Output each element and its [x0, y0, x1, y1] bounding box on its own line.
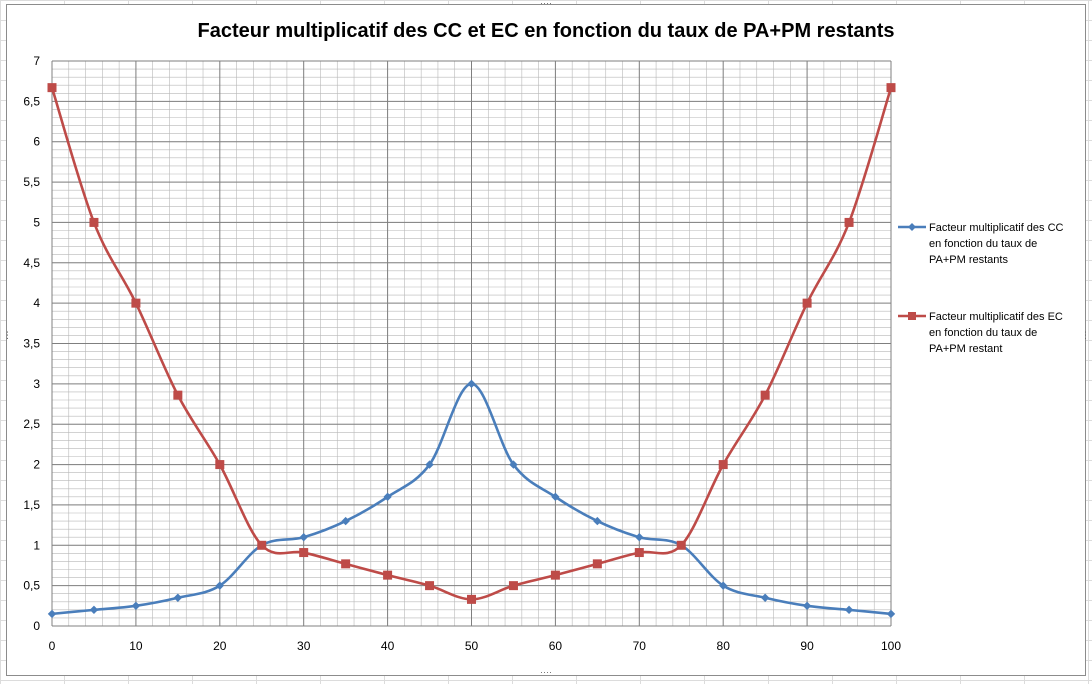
y-tick-label: 2,5 [23, 417, 40, 431]
data-point-square[interactable] [676, 540, 686, 550]
y-tick-label: 3,5 [23, 337, 40, 351]
data-point-square[interactable] [508, 581, 518, 591]
x-tick-label: 70 [633, 639, 647, 653]
legend[interactable]: Facteur multiplicatif des CC en fonction … [898, 222, 1064, 355]
data-point-diamond[interactable] [215, 581, 224, 590]
legend-label: Facteur multiplicatif des CC [929, 222, 1064, 234]
data-point-diamond[interactable] [551, 492, 560, 502]
data-point-diamond[interactable] [341, 516, 350, 526]
data-point-diamond[interactable] [802, 601, 812, 611]
data-point-diamond[interactable] [760, 593, 770, 602]
legend-entry-1[interactable]: Facteur multiplicatif des CC en fonction … [898, 222, 1064, 266]
data-point-square[interactable] [383, 570, 393, 580]
data-point-square[interactable] [215, 460, 225, 470]
legend-label: en fonction du taux de [929, 238, 1037, 250]
data-point-diamond[interactable] [131, 601, 141, 611]
y-tick-label: 4,5 [23, 256, 40, 270]
resize-handle-right[interactable]: ⋮ [1081, 330, 1090, 340]
data-point-diamond[interactable] [173, 593, 183, 602]
x-tick-label: 40 [381, 639, 395, 653]
series-lines [47, 83, 896, 619]
data-point-square[interactable] [592, 559, 602, 569]
y-tick-label: 2 [33, 458, 40, 472]
x-tick-label: 50 [465, 639, 479, 653]
data-point-diamond[interactable] [425, 460, 434, 469]
data-point-square[interactable] [341, 559, 351, 569]
x-tick-label: 20 [213, 639, 227, 653]
data-point-square[interactable] [550, 570, 560, 580]
data-point-square[interactable] [718, 460, 728, 470]
y-tick-label: 3 [33, 377, 40, 391]
y-tick-label: 6 [33, 135, 40, 149]
legend-label: PA+PM restants [929, 254, 1008, 266]
data-point-square[interactable] [802, 298, 812, 308]
data-point-square[interactable] [131, 298, 141, 308]
data-point-square[interactable] [425, 581, 435, 591]
data-point-square[interactable] [173, 390, 183, 400]
data-point-diamond[interactable] [635, 533, 644, 542]
series-2[interactable] [47, 83, 896, 604]
grid [51, 60, 892, 627]
data-point-diamond[interactable] [593, 516, 602, 526]
series-1[interactable] [47, 379, 896, 619]
resize-handle-top[interactable]: ···· [540, 0, 552, 8]
x-tick-label: 90 [800, 639, 814, 653]
x-tick-label: 80 [717, 639, 731, 653]
data-point-square[interactable] [257, 540, 267, 550]
data-point-square[interactable] [89, 217, 99, 227]
y-tick-label: 5,5 [23, 175, 40, 189]
y-tick-label: 6,5 [23, 94, 40, 108]
legend-label: en fonction du taux de [929, 327, 1037, 339]
legend-label: Facteur multiplicatif des EC [929, 311, 1063, 323]
resize-handle-left[interactable]: ⋮ [3, 330, 12, 340]
axes: 00,511,522,533,544,555,566,570 10 20 30 40 50… [23, 54, 901, 653]
data-point-square[interactable] [634, 548, 644, 558]
y-tick-label: 5 [33, 215, 40, 229]
data-point-diamond[interactable] [47, 609, 57, 619]
data-point-diamond[interactable] [509, 460, 518, 469]
data-point-diamond[interactable] [299, 533, 308, 542]
x-tick-label: 10 [129, 639, 143, 653]
data-point-diamond[interactable] [844, 605, 854, 615]
data-point-diamond[interactable] [467, 379, 476, 389]
data-point-diamond[interactable] [719, 581, 728, 590]
data-point-diamond[interactable] [886, 609, 896, 619]
legend-marker-diamond [908, 223, 916, 231]
x-tick-label: 0 [49, 639, 56, 653]
resize-handle-bottom[interactable]: ···· [540, 667, 552, 677]
y-tick-label: 1,5 [23, 498, 40, 512]
x-tick-label: 30 [297, 639, 311, 653]
data-point-square[interactable] [299, 548, 309, 558]
data-point-square[interactable] [760, 390, 770, 400]
data-point-square[interactable] [886, 83, 896, 93]
x-tick-label: 60 [549, 639, 563, 653]
x-tick-label: 100 [881, 639, 901, 653]
y-tick-label: 0 [33, 619, 40, 633]
data-point-diamond[interactable] [383, 492, 392, 502]
y-tick-label: 0,5 [23, 579, 40, 593]
data-point-square[interactable] [467, 594, 476, 604]
data-point-diamond[interactable] [89, 605, 99, 615]
data-point-square[interactable] [47, 83, 57, 93]
legend-label: PA+PM restant [929, 343, 1002, 355]
chart-title: Facteur multiplicatif des CC et EC en fo… [198, 20, 895, 42]
data-point-square[interactable] [844, 217, 854, 227]
y-tick-label: 4 [33, 296, 40, 310]
y-tick-label: 1 [33, 538, 40, 552]
legend-entry-2[interactable]: Facteur multiplicatif des EC en fonction … [898, 311, 1063, 355]
legend-marker-square [908, 312, 916, 320]
y-tick-label: 7 [33, 54, 40, 68]
